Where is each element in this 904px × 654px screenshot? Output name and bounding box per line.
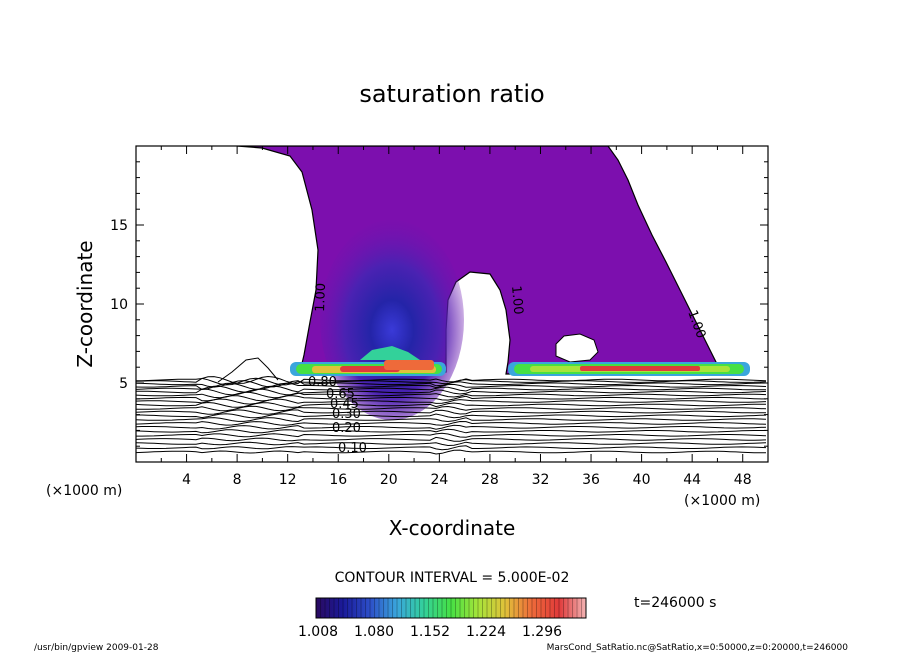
x-tick-label: 8 (233, 472, 242, 488)
contour-label: 0.20 (332, 421, 361, 436)
contour-line (136, 420, 767, 426)
unsaturated-pocket (555, 333, 599, 363)
contour-label: 0.65 (326, 387, 355, 402)
contour-line (136, 409, 767, 415)
contour-label: 0.30 (332, 407, 361, 422)
contour-line (136, 388, 767, 396)
surface-bump (217, 357, 279, 383)
x-tick-label: 40 (633, 472, 651, 488)
footer-left: /usr/bin/gpview 2009-01-28 (34, 643, 159, 653)
x-axis-label: X-coordinate (389, 516, 516, 540)
colorbar-divisions (320, 598, 582, 618)
x-tick-label: 12 (279, 472, 297, 488)
contour-label: 1.00 (508, 285, 525, 315)
x-tick-label: 32 (532, 472, 550, 488)
plot-area (136, 146, 767, 455)
contour-line (136, 428, 766, 434)
z-unit-label: (×1000 m) (46, 483, 122, 499)
x-tick-label: 44 (683, 472, 701, 488)
contour-line (136, 424, 767, 430)
contour-label: 1.00 (313, 283, 329, 312)
contour-line (136, 398, 767, 405)
x-tick-label: 36 (582, 472, 600, 488)
contour-labels: 1.00 1.00 1.00 0.80 0.65 0.45 0.30 0.20 … (308, 283, 708, 456)
contour-line (136, 385, 766, 393)
contour-line (136, 441, 767, 447)
colorbar: 1.008 1.080 1.152 1.224 1.296 (298, 597, 587, 640)
saturated-region (236, 146, 728, 375)
contour-line (136, 432, 767, 438)
contour-line (136, 405, 767, 412)
colorbar-tick-label: 1.224 (466, 624, 506, 640)
contour-label: 0.10 (338, 441, 367, 456)
contour-line (136, 375, 767, 385)
contour-interval: CONTOUR INTERVAL = 5.000E-02 (335, 570, 570, 586)
x-axis: 4 8 12 16 20 24 28 32 36 40 44 48 (160, 146, 769, 488)
colorbar-ticks: 1.008 1.080 1.152 1.224 1.296 (298, 624, 562, 640)
contour-label: 0.45 (330, 397, 359, 412)
surface-contours (136, 375, 767, 455)
contour-line (136, 391, 767, 399)
contour-label: 0.80 (308, 375, 337, 390)
x-unit-label: (×1000 m) (684, 493, 760, 509)
x-tick-label: 28 (481, 472, 499, 488)
y-axis: 5 10 15 (110, 161, 768, 447)
x-tick-label: 16 (329, 472, 347, 488)
contour-line (136, 449, 766, 455)
time-label: t=246000 s (634, 595, 716, 611)
x-tick-label: 20 (380, 472, 398, 488)
chart-title: saturation ratio (359, 80, 544, 108)
contour-line (136, 413, 767, 419)
contour-line (136, 382, 767, 391)
x-tick-label: 4 (182, 472, 191, 488)
y-tick-label: 15 (110, 218, 128, 234)
left-cloud-base (290, 346, 446, 376)
y-tick-label: 5 (119, 376, 128, 392)
colorbar-tick-label: 1.296 (522, 624, 562, 640)
footer-right: MarsCond_SatRatio.nc@SatRatio,x=0:50000,… (547, 643, 849, 653)
colorbar-tick-label: 1.080 (354, 624, 394, 640)
contour-line (136, 380, 767, 388)
contour-line (136, 401, 766, 408)
contour-line (136, 417, 767, 423)
y-tick-label: 10 (110, 297, 128, 313)
contour-line (136, 445, 767, 451)
y-axis-label: Z-coordinate (73, 240, 97, 367)
colorbar-tick-label: 1.008 (298, 624, 338, 640)
x-tick-label: 48 (734, 472, 752, 488)
colorbar-tick-label: 1.152 (410, 624, 450, 640)
contour-line (136, 395, 767, 402)
right-cloud-base (508, 362, 750, 376)
x-tick-label: 24 (430, 472, 448, 488)
contour-line (136, 436, 767, 442)
